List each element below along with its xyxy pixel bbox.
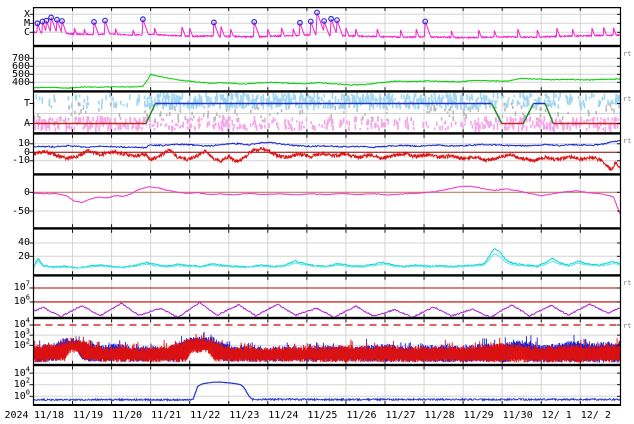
y-tick-label: 40 bbox=[17, 237, 30, 249]
y-tick-label: M bbox=[23, 17, 30, 29]
y-tick-label: 106 bbox=[13, 294, 30, 308]
y-tick-label: A bbox=[23, 118, 30, 129]
y-tick-label: 0 bbox=[23, 146, 30, 158]
y-tick-label: 600 bbox=[11, 60, 30, 72]
x-axis-year-label: 2024 bbox=[4, 410, 29, 421]
y-tick-label: X bbox=[23, 8, 30, 20]
y-tick-label: 20 bbox=[17, 250, 30, 262]
rt-label: rt bbox=[623, 49, 632, 58]
x-tick-label: 11/20 bbox=[112, 410, 143, 421]
x-tick-label: 11/26 bbox=[346, 410, 377, 421]
x-tick-label: 11/22 bbox=[190, 410, 221, 421]
y-tick-label: 700 bbox=[11, 52, 30, 64]
y-tick-label: 100 bbox=[13, 388, 30, 402]
y-tick-label: 103 bbox=[13, 327, 30, 341]
rt-label: rt bbox=[623, 95, 632, 104]
y-tick-label: 0 bbox=[23, 186, 30, 198]
y-tick-label: 107 bbox=[13, 280, 30, 294]
x-tick-label: 12/ 1 bbox=[541, 410, 572, 421]
y-tick-label: 400 bbox=[11, 76, 30, 88]
rt-label: rt bbox=[623, 279, 632, 288]
x-tick-label: 11/30 bbox=[502, 410, 533, 421]
rt-label: rt bbox=[623, 321, 632, 330]
y-tick-label: 102 bbox=[13, 337, 30, 351]
y-tick-label: -10 bbox=[11, 155, 30, 167]
y-tick-label: 10 bbox=[17, 138, 30, 150]
x-tick-label: 11/25 bbox=[307, 410, 338, 421]
y-tick-label: C bbox=[23, 26, 30, 38]
x-tick-label: 11/29 bbox=[463, 410, 494, 421]
x-tick-label: 11/18 bbox=[33, 410, 65, 421]
x-tick-label: 11/24 bbox=[268, 410, 299, 421]
rt-label: rt bbox=[623, 137, 632, 146]
y-tick-label: 500 bbox=[11, 68, 30, 80]
y-tick-label: 102 bbox=[13, 376, 30, 391]
x-tick-label: 11/19 bbox=[73, 410, 104, 421]
y-tick-label: T bbox=[23, 98, 30, 109]
x-tick-label: 11/27 bbox=[385, 410, 416, 421]
y-tick-label: -50 bbox=[11, 205, 30, 217]
x-tick-label: 11/21 bbox=[151, 410, 182, 421]
x-tick-label: 11/23 bbox=[229, 410, 260, 421]
y-tick-label: 104 bbox=[13, 365, 30, 379]
x-tick-label: 11/28 bbox=[424, 410, 455, 421]
y-tick-label: 104 bbox=[13, 317, 30, 331]
x-tick-label: 12/ 2 bbox=[580, 410, 611, 421]
